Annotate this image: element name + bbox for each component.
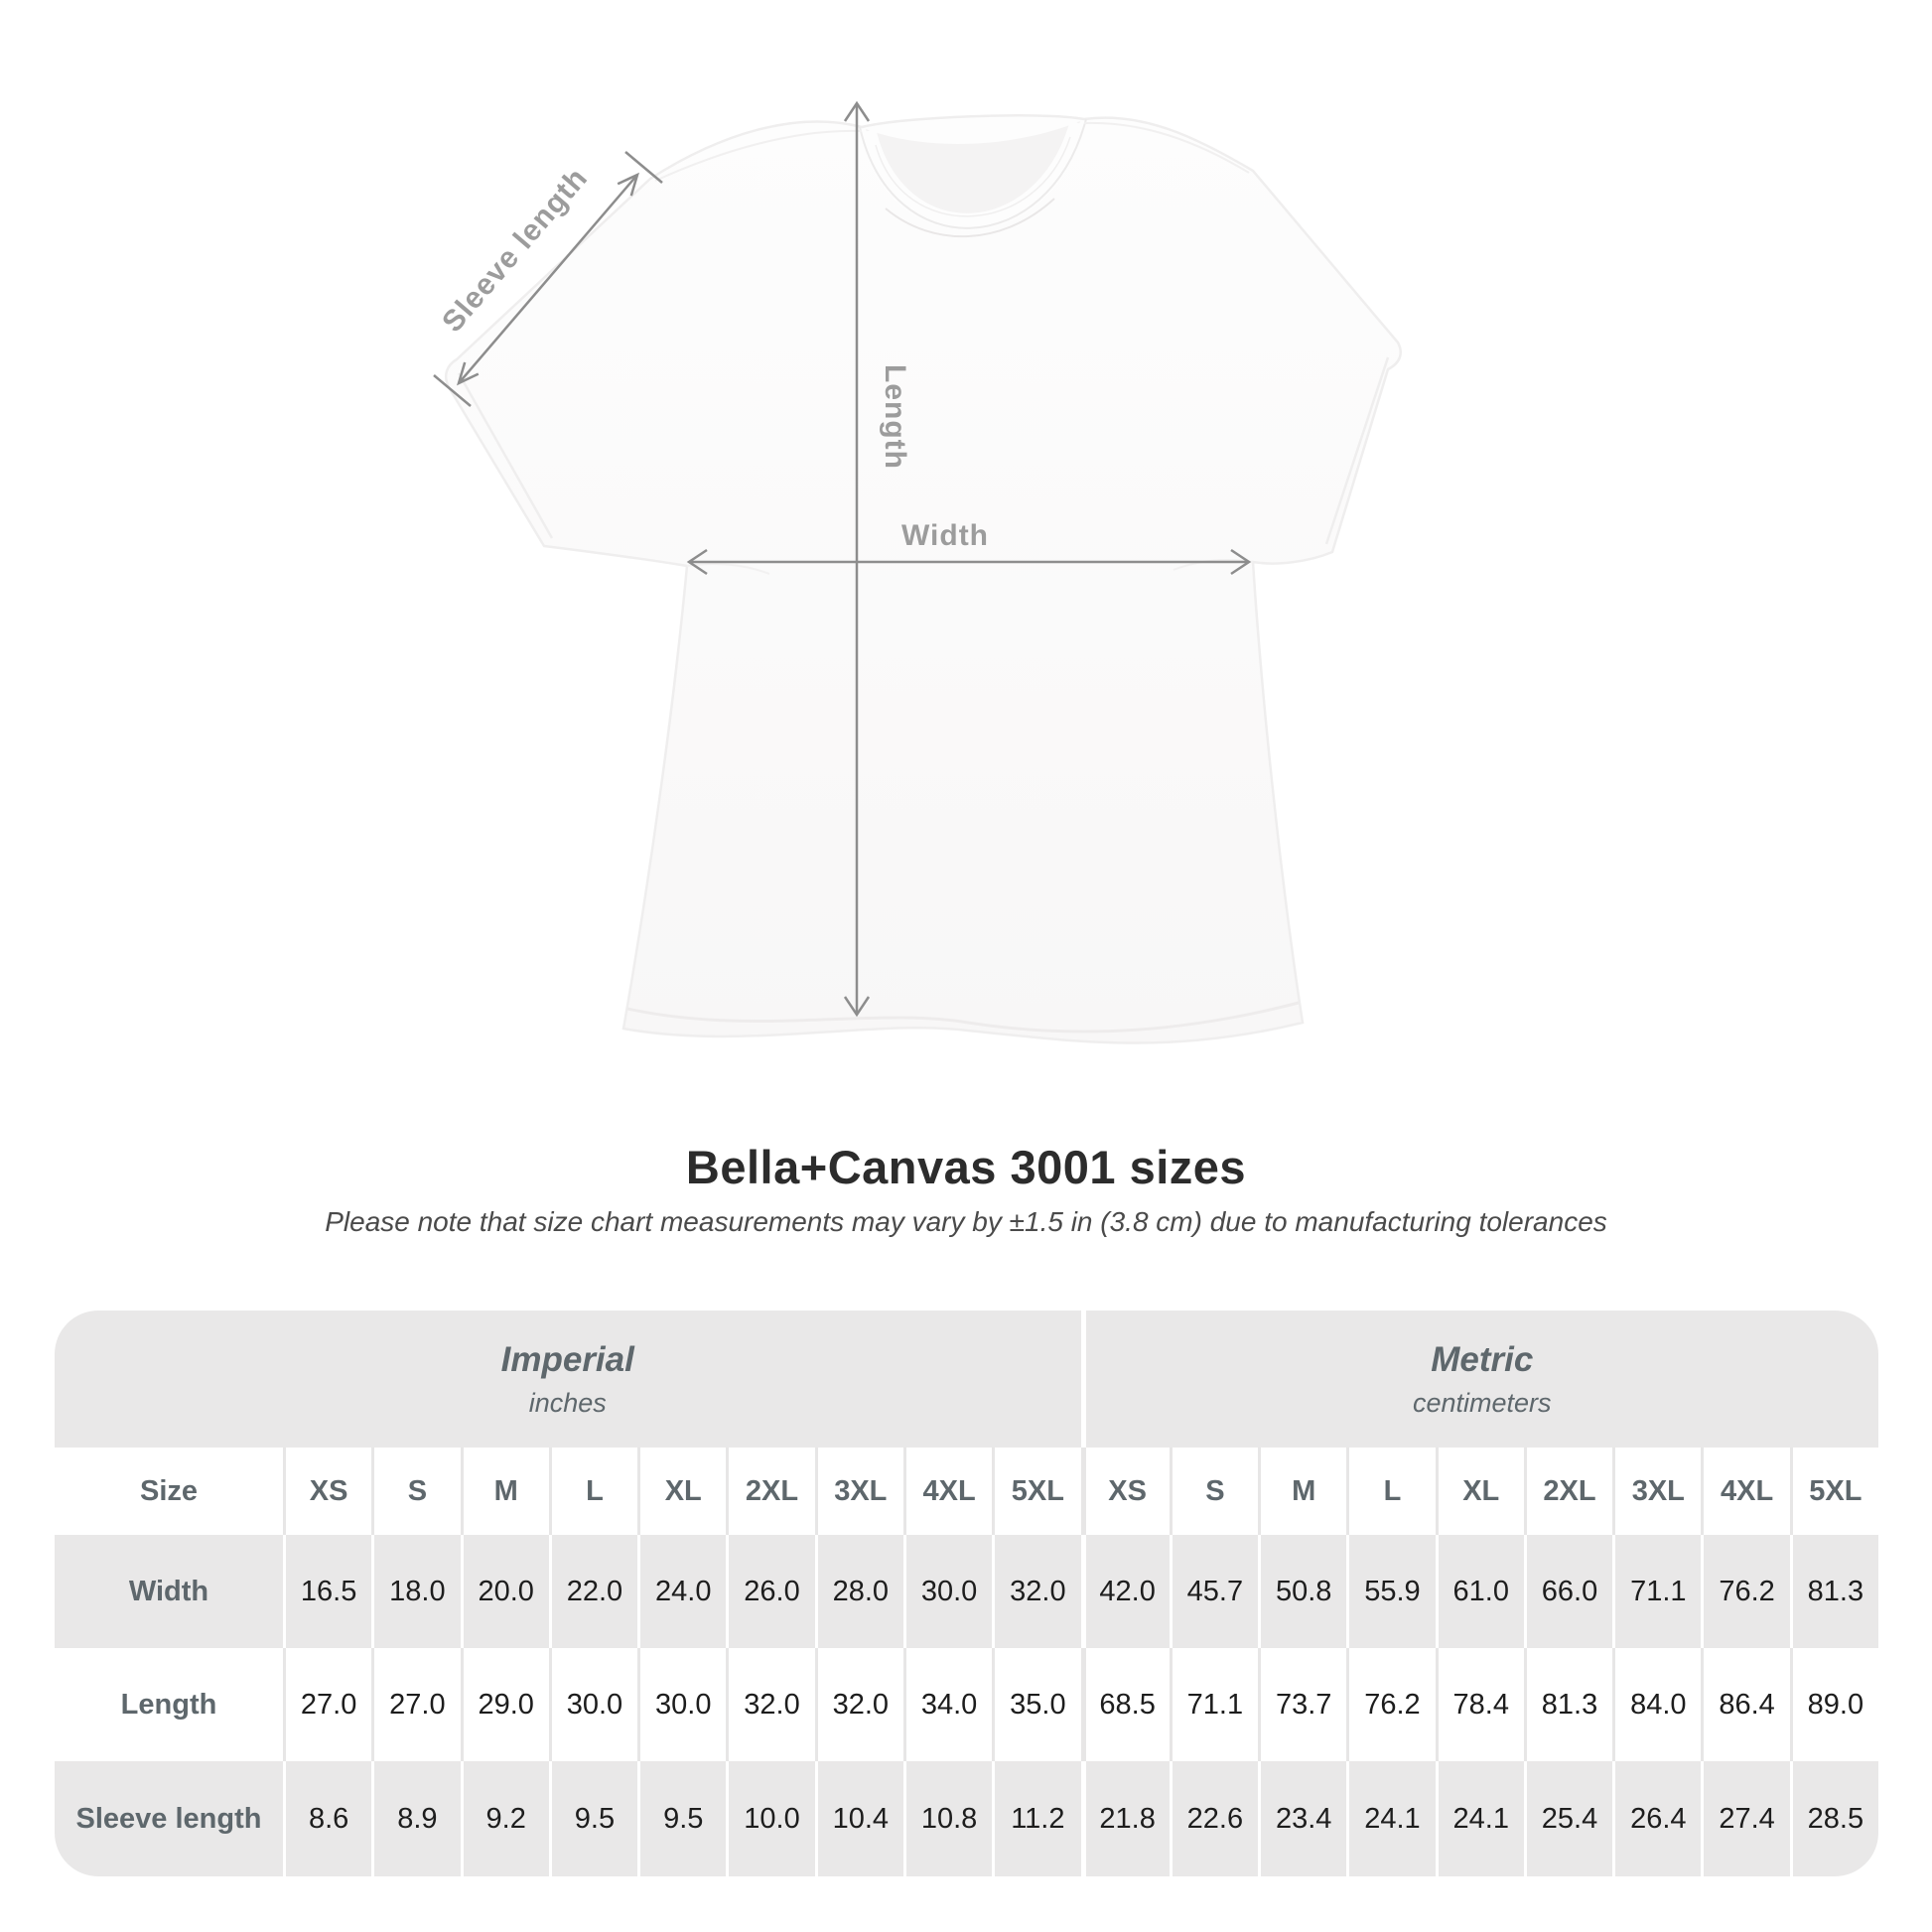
table-cell: 42.0 <box>1080 1535 1170 1648</box>
table-cell: 28.5 <box>1789 1761 1878 1876</box>
table-cell: 32.0 <box>992 1535 1081 1648</box>
table-cell: 32.0 <box>726 1648 815 1761</box>
tshirt-diagram: Sleeve length Length Width <box>433 100 1402 1044</box>
size-header-metric-xl: XL <box>1435 1448 1524 1535</box>
size-header-imperial-l: L <box>548 1448 638 1535</box>
table-cell: 89.0 <box>1789 1648 1878 1761</box>
table-cell: 9.5 <box>548 1761 638 1876</box>
table-cell: 66.0 <box>1523 1535 1613 1648</box>
table-cell: 27.4 <box>1701 1761 1790 1876</box>
table-cell: 35.0 <box>992 1648 1081 1761</box>
table-cell: 81.3 <box>1789 1535 1878 1648</box>
table-cell: 61.0 <box>1435 1535 1524 1648</box>
size-header-metric-5xl: 5XL <box>1789 1448 1878 1535</box>
page-subtitle: Please note that size chart measurements… <box>325 1206 1607 1237</box>
row-label: Width <box>55 1535 283 1648</box>
size-header-metric-2xl: 2XL <box>1523 1448 1613 1535</box>
table-cell: 24.1 <box>1346 1761 1436 1876</box>
imperial-group-title: Imperial <box>500 1339 634 1379</box>
size-header-imperial-xl: XL <box>637 1448 727 1535</box>
size-header-imperial-s: S <box>371 1448 461 1535</box>
imperial-group-unit: inches <box>528 1387 607 1418</box>
table-cell: 10.4 <box>814 1761 903 1876</box>
table-cell: 30.0 <box>637 1648 727 1761</box>
size-header-imperial-2xl: 2XL <box>726 1448 815 1535</box>
size-header-imperial-m: M <box>460 1448 549 1535</box>
row-label: Length <box>55 1648 283 1761</box>
table-cell: 55.9 <box>1346 1535 1436 1648</box>
table-cell: 71.1 <box>1612 1535 1702 1648</box>
table-cell: 81.3 <box>1523 1648 1613 1761</box>
size-header-metric-l: L <box>1346 1448 1436 1535</box>
metric-group-header: Metric centimeters <box>1080 1311 1878 1448</box>
table-cell: 22.6 <box>1169 1761 1259 1876</box>
table-cell: 28.0 <box>814 1535 903 1648</box>
table-cell: 27.0 <box>283 1648 372 1761</box>
table-cell: 8.9 <box>371 1761 461 1876</box>
metric-group-unit: centimeters <box>1412 1387 1552 1418</box>
size-header-imperial-xs: XS <box>283 1448 372 1535</box>
table-cell: 25.4 <box>1523 1761 1613 1876</box>
size-chart-table: Imperial inches Metric centimeters Size X… <box>55 1311 1878 1876</box>
table-cell: 86.4 <box>1701 1648 1790 1761</box>
width-label: Width <box>901 519 989 552</box>
length-label: Length <box>879 364 911 470</box>
table-cell: 9.5 <box>637 1761 727 1876</box>
size-header-metric-3xl: 3XL <box>1612 1448 1702 1535</box>
size-header-metric-4xl: 4XL <box>1701 1448 1790 1535</box>
size-header-imperial-3xl: 3XL <box>814 1448 903 1535</box>
table-cell: 73.7 <box>1258 1648 1347 1761</box>
size-header-metric-m: M <box>1258 1448 1347 1535</box>
table-cell: 30.0 <box>902 1535 993 1648</box>
row-label: Sleeve length <box>55 1761 283 1876</box>
table-cell: 76.2 <box>1346 1648 1436 1761</box>
imperial-group-header: Imperial inches <box>55 1311 1081 1448</box>
size-header-metric-s: S <box>1169 1448 1259 1535</box>
table-cell: 50.8 <box>1258 1535 1347 1648</box>
table-cell: 32.0 <box>814 1648 903 1761</box>
table-cell: 84.0 <box>1612 1648 1702 1761</box>
table-cell: 68.5 <box>1080 1648 1170 1761</box>
table-cell: 23.4 <box>1258 1761 1347 1876</box>
table-cell: 78.4 <box>1435 1648 1524 1761</box>
table-cell: 18.0 <box>371 1535 461 1648</box>
length-arrow <box>843 100 871 1018</box>
width-arrow <box>686 548 1252 576</box>
size-col-header: Size <box>55 1448 283 1535</box>
table-cell: 29.0 <box>460 1648 549 1761</box>
table-cell: 71.1 <box>1169 1648 1259 1761</box>
table-cell: 9.2 <box>460 1761 549 1876</box>
table-cell: 22.0 <box>548 1535 638 1648</box>
size-header-imperial-4xl: 4XL <box>902 1448 993 1535</box>
sleeve-length-arrow <box>433 151 663 407</box>
table-cell: 24.0 <box>637 1535 727 1648</box>
table-cell: 10.8 <box>902 1761 993 1876</box>
table-cell: 24.1 <box>1435 1761 1524 1876</box>
table-cell: 10.0 <box>726 1761 815 1876</box>
size-header-imperial-5xl: 5XL <box>992 1448 1081 1535</box>
table-cell: 76.2 <box>1701 1535 1790 1648</box>
metric-group-title: Metric <box>1431 1339 1534 1379</box>
table-cell: 26.4 <box>1612 1761 1702 1876</box>
table-cell: 27.0 <box>371 1648 461 1761</box>
table-cell: 21.8 <box>1080 1761 1170 1876</box>
page-title: Bella+Canvas 3001 sizes <box>685 1141 1247 1193</box>
table-cell: 45.7 <box>1169 1535 1259 1648</box>
table-cell: 8.6 <box>283 1761 372 1876</box>
table-cell: 16.5 <box>283 1535 372 1648</box>
table-cell: 11.2 <box>992 1761 1081 1876</box>
table-cell: 34.0 <box>902 1648 993 1761</box>
table-cell: 20.0 <box>460 1535 549 1648</box>
size-header-metric-xs: XS <box>1080 1448 1170 1535</box>
table-cell: 26.0 <box>726 1535 815 1648</box>
tshirt-graphic <box>445 114 1402 1044</box>
table-cell: 30.0 <box>548 1648 638 1761</box>
